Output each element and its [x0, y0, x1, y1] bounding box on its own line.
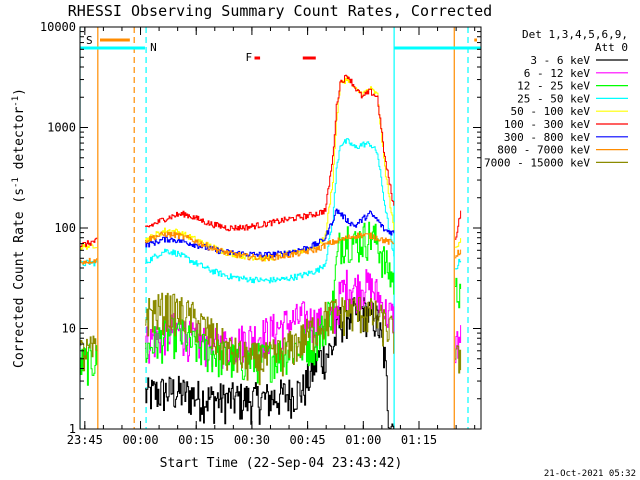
series-line-800-7000keV [80, 231, 462, 265]
flag-bars: S N F [80, 34, 481, 64]
series-line-25-50keV [80, 138, 462, 284]
x-tick-label: 00:15 [178, 433, 214, 447]
series-line-100-300keV [80, 74, 462, 248]
legend-title-line: Det 1,3,4,5,6,9, [522, 28, 628, 41]
series-line-3-6keV [145, 297, 395, 429]
footer-timestamp: 21-Oct-2021 05:32 [544, 469, 636, 479]
x-tick-label: 00:45 [290, 433, 326, 447]
legend-entry-label: 800 - 7000 keV [497, 144, 590, 157]
legend-entry-label: 3 - 6 keV [530, 54, 590, 67]
legend-entry-label: 7000 - 15000 keV [484, 156, 590, 169]
y-tick-label: 100 [54, 221, 76, 235]
legend-entry-label: 300 - 800 keV [504, 131, 590, 144]
x-axis-label: Start Time (22-Sep-04 23:43:42) [160, 456, 403, 471]
series-line-12-25keV [80, 221, 462, 386]
series-line-50-100keV [80, 75, 462, 262]
legend-title-line: Att 0 [595, 41, 628, 54]
legend-entry-label: 100 - 300 keV [504, 118, 590, 131]
night-flag-label: N [150, 41, 157, 54]
series-line-300-800keV [145, 208, 395, 259]
x-tick-label: 23:45 [67, 433, 103, 447]
legend-entry-label: 25 - 50 keV [517, 92, 590, 105]
y-tick-label: 1000 [47, 121, 76, 135]
x-tick-label: 01:15 [401, 433, 437, 447]
y-axis: 1 10 100 1000 10000 [40, 20, 481, 436]
legend-entry-label: 6 - 12 keV [524, 67, 591, 80]
y-tick-label: 10 [62, 322, 76, 336]
y-axis-label: Corrected Count Rate (s-1 detector-1) [11, 88, 27, 368]
series-lines [80, 74, 462, 429]
legend-entry-label: 50 - 100 keV [511, 105, 591, 118]
y-tick-label: 1 [69, 422, 76, 436]
saa-flag-label: S [86, 34, 93, 47]
y-axis-label-sup2: -1 [11, 96, 21, 107]
legend-entry-label: 12 - 25 keV [517, 80, 590, 93]
y-tick-label: 10000 [40, 20, 76, 34]
x-tick-label: 00:00 [122, 433, 158, 447]
x-tick-label: 01:00 [345, 433, 381, 447]
flare-flag-label: F [246, 51, 253, 64]
x-axis: 23:45 00:00 00:15 00:30 00:45 01:00 01:15 [67, 27, 476, 447]
chart-title: RHESSI Observing Summary Count Rates, Co… [68, 2, 492, 20]
x-tick-label: 00:30 [234, 433, 270, 447]
